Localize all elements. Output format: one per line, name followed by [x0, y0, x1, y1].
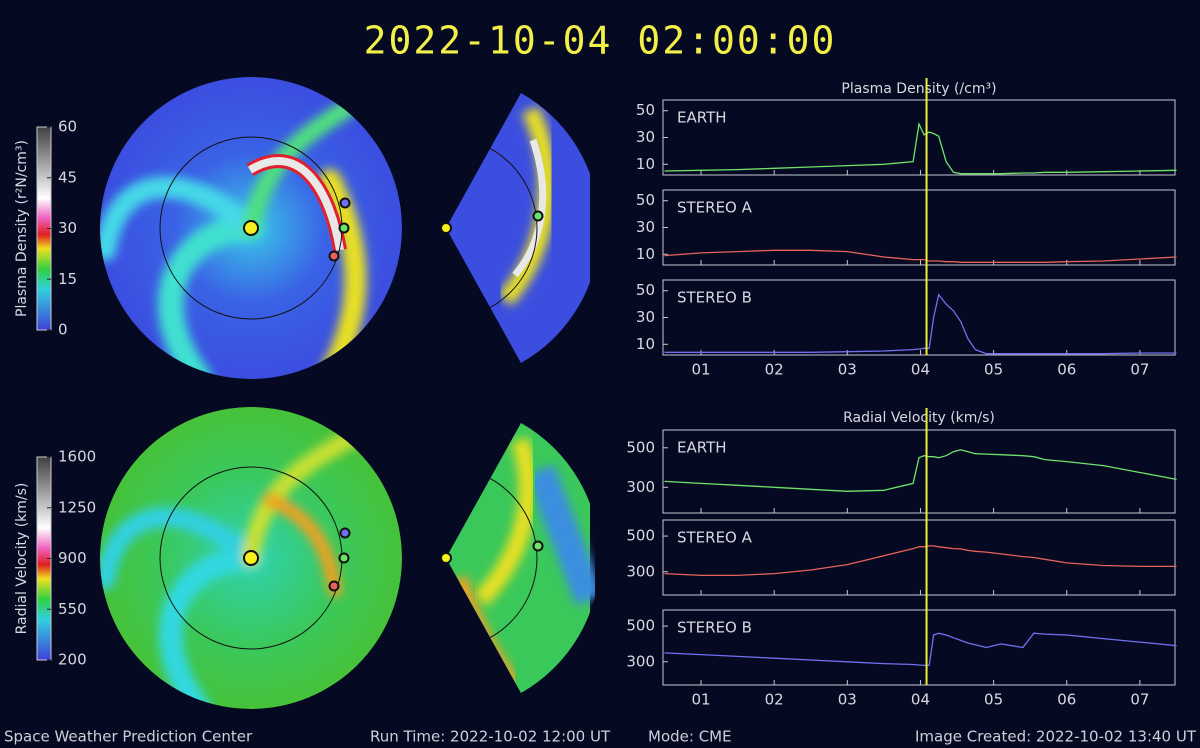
y-tick-label: 300	[626, 652, 655, 670]
x-tick-label: 02	[765, 361, 784, 379]
footer-left: Space Weather Prediction Center	[4, 728, 253, 746]
colorbar-tick-label: 1600	[58, 448, 96, 466]
x-tick-label: 03	[838, 691, 857, 709]
x-tick-label: 05	[984, 691, 1003, 709]
series-line	[664, 632, 1177, 667]
x-tick-label: 07	[1130, 361, 1149, 379]
panel-label: EARTH	[677, 109, 727, 127]
x-tick-label: 05	[984, 361, 1003, 379]
x-tick-label: 01	[691, 691, 710, 709]
x-tick-label: 04	[911, 361, 930, 379]
x-tick-label: 06	[1057, 361, 1076, 379]
plot-frame	[662, 99, 1176, 176]
chart-title: Radial Velocity (km/s)	[843, 410, 995, 426]
x-tick-label: 03	[838, 361, 857, 379]
panel-label: STEREO B	[677, 619, 752, 637]
y-tick-label: 30	[636, 308, 655, 326]
series-line	[664, 121, 1177, 175]
y-tick-label: 500	[626, 438, 655, 456]
plot-frame	[662, 519, 1176, 596]
y-tick-label: 300	[626, 478, 655, 496]
colorbar-label: Plasma Density (r²N/cm³)	[14, 140, 30, 317]
series-line	[664, 249, 1177, 263]
series-line	[664, 293, 1177, 355]
plot-frame	[662, 429, 1176, 514]
x-tick-label: 07	[1130, 691, 1149, 709]
y-tick-label: 30	[636, 128, 655, 146]
x-tick-label: 02	[765, 691, 784, 709]
y-tick-label: 10	[636, 155, 655, 173]
colorbar-label: Radial Velocity (km/s)	[14, 483, 30, 635]
y-tick-label: 50	[636, 101, 655, 119]
colorbar-tick-label: 0	[58, 321, 68, 339]
colorbar-tick-label: 200	[58, 651, 87, 669]
x-tick-label: 06	[1057, 691, 1076, 709]
series-line	[664, 545, 1177, 577]
colorbar-tick-label: 45	[58, 168, 77, 186]
mode: Mode: CME	[648, 728, 732, 746]
y-tick-label: 30	[636, 218, 655, 236]
y-tick-label: 300	[626, 562, 655, 580]
y-tick-label: 50	[636, 281, 655, 299]
panel-label: STEREO B	[677, 289, 752, 307]
y-tick-label: 500	[626, 617, 655, 635]
plot-frame	[662, 609, 1176, 686]
image-created: Image Created: 2022-10-02 13:40 UT	[915, 728, 1197, 746]
y-tick-label: 50	[636, 191, 655, 209]
panel-label: EARTH	[677, 439, 727, 457]
y-tick-label: 10	[636, 335, 655, 353]
y-tick-label: 10	[636, 245, 655, 263]
series-line	[664, 449, 1177, 492]
colorbar-tick-label: 900	[58, 549, 87, 567]
colorbar-tick-label: 15	[58, 270, 77, 288]
x-tick-label: 04	[911, 691, 930, 709]
chart-title: Plasma Density (/cm³)	[841, 81, 996, 97]
y-tick-label: 500	[626, 527, 655, 545]
x-tick-label: 01	[691, 361, 710, 379]
colorbar-tick-label: 1250	[58, 498, 96, 516]
colorbar-tick-label: 30	[58, 219, 77, 237]
colorbar-tick-label: 60	[58, 118, 77, 136]
colorbar-tick-label: 550	[58, 600, 87, 618]
title: 2022-10-04 02:00:00	[364, 19, 837, 63]
panel-label: STEREO A	[677, 199, 753, 217]
panel-label: STEREO A	[677, 529, 753, 547]
bodies	[243, 197, 544, 592]
run-time: Run Time: 2022-10-02 12:00 UT	[370, 728, 611, 746]
